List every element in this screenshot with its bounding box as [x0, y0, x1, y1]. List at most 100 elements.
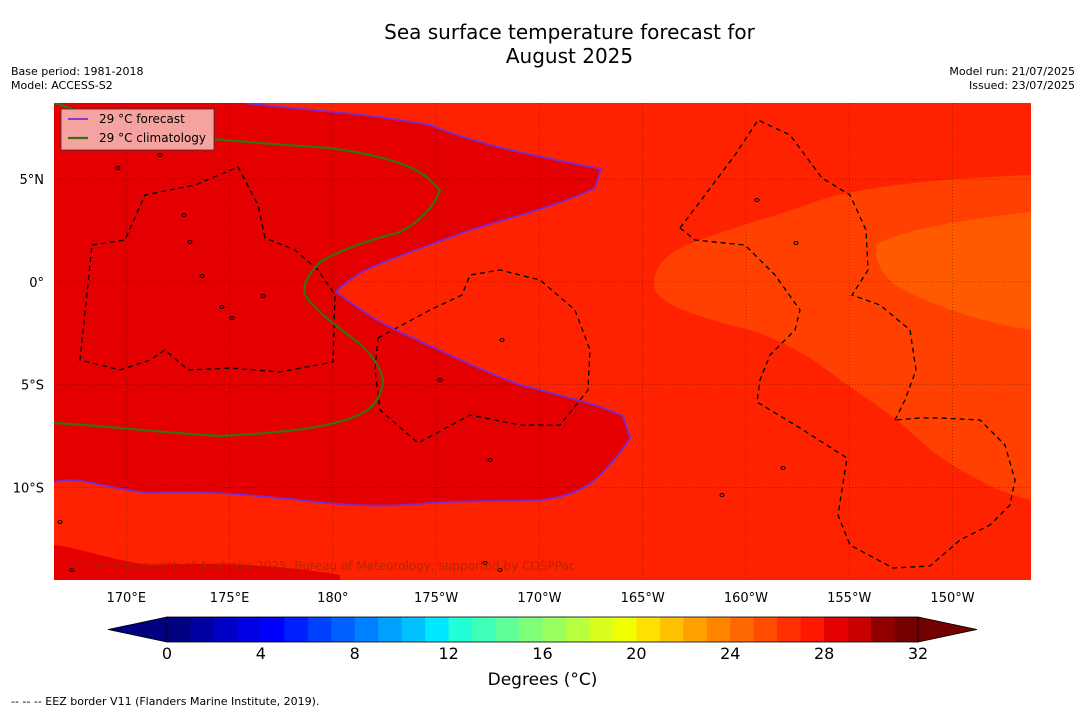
colorbar-segment [190, 617, 215, 642]
island-speck [437, 378, 443, 382]
island-speck [187, 240, 193, 244]
colorbar-tick-label: 8 [350, 644, 360, 663]
legend: 29 °C forecast 29 °C climatology [60, 108, 215, 151]
colorbar-tick-label: 0 [162, 644, 172, 663]
colorbar-segment [800, 617, 825, 642]
gridlines [54, 103, 1031, 580]
colorbar-tick-label: 24 [720, 644, 740, 663]
y-tick-label: 5°N [20, 173, 45, 188]
chart-title: Sea surface temperature forecast for Aug… [0, 20, 1085, 68]
colorbar-extend-low [107, 616, 168, 643]
colorbar-segment [237, 617, 262, 642]
island-speck [754, 198, 760, 202]
x-tick-label: 170°W [517, 591, 561, 606]
colorbar-tick-label: 12 [438, 644, 458, 663]
colorbar-segment [706, 617, 731, 642]
colorbar-tick-label: 16 [532, 644, 552, 663]
island-speck [482, 561, 488, 565]
copyright-text: © Commonwealth of Australia 2025, Bureau… [70, 559, 575, 573]
colorbar-segment [401, 617, 426, 642]
x-axis-ticks: 170°E 175°E 180° 175°W 170°W 165°W 160°W 155°W 1… [107, 591, 975, 606]
colorbar-segment [894, 617, 919, 642]
forecast-29c-contour [54, 103, 631, 507]
map-area [54, 103, 1031, 580]
title-line-1: Sea surface temperature forecast for [384, 20, 755, 44]
colorbar-segment [260, 617, 285, 642]
x-tick-label: 175°W [414, 591, 458, 606]
x-tick-label: 165°W [621, 591, 665, 606]
model-run-text: Model run: 21/07/2025 [949, 65, 1075, 78]
legend-climatology-label: 29 °C climatology [99, 131, 206, 145]
colorbar-tick-label: 32 [908, 644, 928, 663]
island-speck [780, 466, 786, 470]
colorbar-segment [753, 617, 778, 642]
colorbar-segment [847, 617, 872, 642]
colorbar-segment [777, 617, 802, 642]
metadata-right: Model run: 21/07/2025 Issued: 23/07/2025 [949, 65, 1075, 93]
island-speck [181, 213, 187, 217]
colorbar-segment [871, 617, 896, 642]
colorbar-segment [542, 617, 567, 642]
colorbar-tick-label: 28 [814, 644, 834, 663]
colorbar-segment [307, 617, 332, 642]
colorbar-segment [448, 617, 473, 642]
island-speck [260, 294, 266, 298]
colorbar-segment [213, 617, 238, 642]
y-tick-label: 10°S [13, 481, 44, 496]
legend-forecast-label: 29 °C forecast [99, 112, 185, 126]
climatology-29c-contour [54, 103, 442, 438]
colorbar-segment [495, 617, 520, 642]
sst-field-warm-pool [54, 103, 630, 506]
colorbar-segment [472, 617, 497, 642]
sst-field-corner [54, 545, 340, 580]
island-speck [229, 316, 235, 320]
x-tick-label: 170°E [107, 591, 147, 606]
island-speck [219, 305, 225, 309]
colorbar-segment [636, 617, 661, 642]
island-speck [497, 568, 503, 572]
base-period-text: Base period: 1981-2018 [11, 65, 144, 78]
x-tick-label: 150°W [930, 591, 974, 606]
island-speck [115, 166, 121, 170]
colorbar-segment [565, 617, 590, 642]
x-tick-label: 155°W [827, 591, 871, 606]
colorbar-segment [378, 617, 403, 642]
island-speck [57, 520, 63, 524]
colorbar-segment [730, 617, 755, 642]
colorbar-segment [683, 617, 708, 642]
island-speck [69, 568, 75, 572]
island-speck [199, 274, 205, 278]
colorbar-segment [284, 617, 309, 642]
colorbar-segment [331, 617, 356, 642]
island-speck [487, 458, 493, 462]
colorbar-tick-label: 4 [256, 644, 266, 663]
colorbar-segment [589, 617, 614, 642]
x-tick-label: 175°E [210, 591, 250, 606]
model-text: Model: ACCESS-S2 [11, 79, 113, 92]
eez-footer-note: -- -- -- EEZ border V11 (Flanders Marine… [11, 695, 320, 708]
island-speck [719, 493, 725, 497]
eez-borders [79, 119, 1016, 569]
y-tick-label: 5°S [21, 379, 44, 394]
legend-box [60, 108, 215, 151]
island-speck [793, 241, 799, 245]
issued-text: Issued: 23/07/2025 [968, 79, 1075, 92]
colorbar-segment [425, 617, 450, 642]
colorbar-extend-high [917, 616, 978, 643]
title-line-2: August 2025 [505, 44, 634, 68]
colorbar-segment [167, 617, 191, 642]
colorbar-segment [354, 617, 379, 642]
metadata-left: Base period: 1981-2018 Model: ACCESS-S2 [11, 65, 143, 93]
sst-field-light-orange-zone [875, 212, 1031, 330]
x-tick-label: 180° [317, 591, 348, 606]
eez-border-line-south [679, 227, 1016, 569]
colorbar-segment [659, 617, 684, 642]
island-coastlines [57, 153, 799, 572]
colorbar-frame [166, 616, 919, 643]
colorbar-segment [612, 617, 637, 642]
y-tick-label: 0° [29, 276, 44, 291]
island-speck [499, 338, 505, 342]
colorbar-label: Degrees (°C) [487, 670, 598, 690]
y-axis-ticks: 5°N 0° 5°S 10°S [13, 173, 44, 496]
colorbar: 0 4 8 12 16 20 24 28 32 [107, 616, 978, 663]
